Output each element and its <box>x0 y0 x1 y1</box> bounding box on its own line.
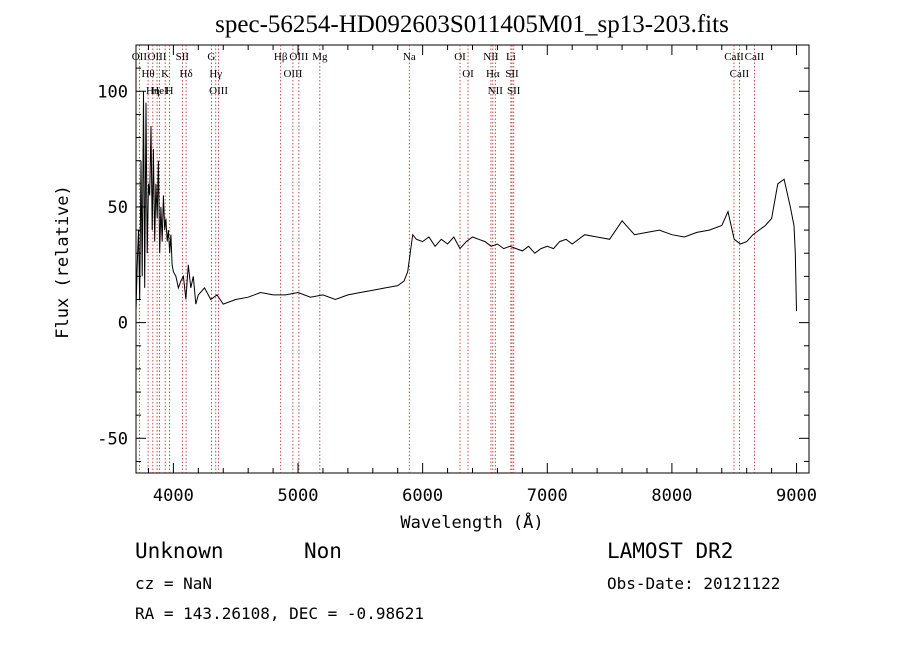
spectral-line-label: SII <box>507 85 521 97</box>
spectrum-line <box>135 91 797 312</box>
spectral-line-label: OIII <box>283 68 302 80</box>
x-tick-label: 7000 <box>527 486 568 506</box>
obs-date-label: Obs-Date: 20121122 <box>607 574 780 593</box>
spectral-line-label: Hη <box>146 85 160 97</box>
plot-frame <box>135 44 810 474</box>
y-tick-label: 100 <box>97 82 128 102</box>
spectral-line-label: OIII <box>209 85 228 97</box>
chart-title: spec-56254-HD092603S011405M01_sp13-203.f… <box>215 11 729 38</box>
subclass-label: Non <box>304 539 342 563</box>
spectral-line-label: Na <box>403 51 416 63</box>
y-tick-label: 0 <box>118 314 128 334</box>
spectral-line-label: OI <box>462 68 474 80</box>
spectral-line-label: OI <box>454 51 466 63</box>
x-tick-label: 8000 <box>651 486 692 506</box>
spectral-line-label: NII <box>483 51 499 63</box>
spectral-line-label: Mg <box>312 51 328 63</box>
x-axis-label: Wavelength (Å) <box>400 511 543 533</box>
spectral-line-label: OIII <box>148 51 167 63</box>
y-tick-label: 50 <box>108 198 128 218</box>
spectral-line-label: Hγ <box>209 68 222 80</box>
spectral-line-label: G <box>207 51 215 63</box>
classification-label: Unknown <box>135 539 224 563</box>
coordinates-label: RA = 143.26108, DEC = -0.98621 <box>135 604 424 623</box>
spectral-line-label: OII <box>132 51 148 63</box>
spectral-line-label: H <box>166 85 174 97</box>
y-axis-label: Flux (relative) <box>53 185 73 339</box>
spectral-line-label: Hθ <box>141 68 154 80</box>
x-tick-label: 6000 <box>402 486 443 506</box>
x-tick-label: 5000 <box>278 486 319 506</box>
x-tick-label: 9000 <box>776 486 817 506</box>
spectral-line-label: Hβ <box>274 51 288 63</box>
x-tick-label: 4000 <box>153 486 194 506</box>
spectral-line-label: CaII <box>745 51 765 63</box>
spectral-line-label: HeI <box>151 85 168 97</box>
spectral-line-label: SII <box>505 68 519 80</box>
spectral-line-label: SII <box>176 51 190 63</box>
redshift-label: cz = NaN <box>135 574 212 593</box>
spectral-line-label: Hα <box>486 68 500 80</box>
spectral-line-label: Hδ <box>180 68 193 80</box>
spectral-line-label: NII <box>488 85 504 97</box>
spectral-line-label: K <box>161 68 169 80</box>
survey-label: LAMOST DR2 <box>607 539 733 563</box>
spectral-line-label: CaII <box>724 51 744 63</box>
spectral-line-label: CaII <box>730 68 750 80</box>
spectral-line-label: OIII <box>289 51 308 63</box>
y-tick-label: -50 <box>97 429 128 449</box>
spectral-line-label: Li <box>506 51 516 63</box>
